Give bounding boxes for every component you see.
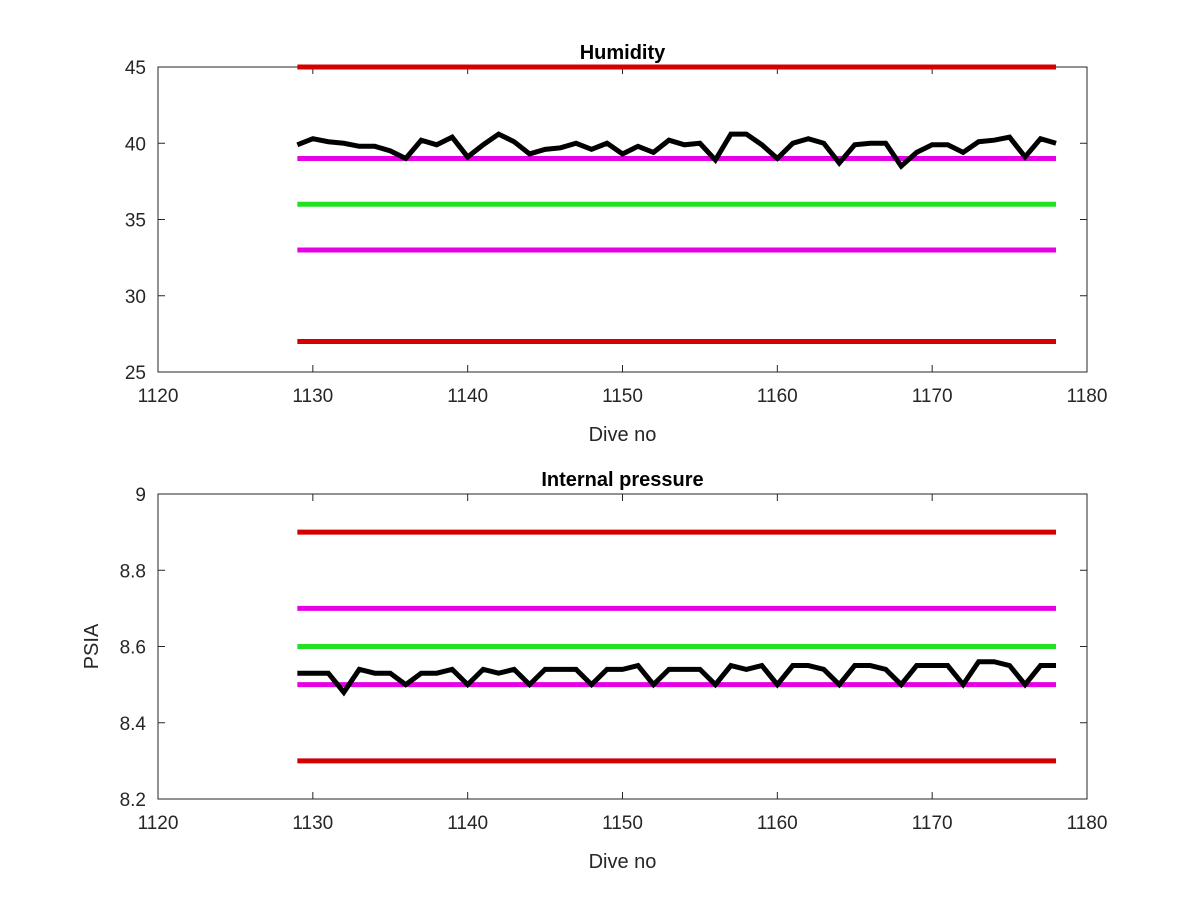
internal-pressure-axes: 1120 1130 1140 1150 1160 1170 1180 8.2 8.4 8.6 8.8… (81, 469, 1107, 873)
x-axis-label: Dive no (589, 424, 657, 446)
x-tick-label: 1170 (912, 813, 953, 834)
x-axis-label: Dive no (589, 851, 657, 873)
y-tick-label: 40 (125, 134, 146, 155)
y-tick-label: 8.4 (120, 714, 147, 735)
x-tick-label: 1160 (757, 813, 798, 834)
y-tick-label: 25 (125, 363, 146, 384)
x-tick-label: 1180 (1067, 813, 1108, 834)
x-tick-label: 1120 (138, 813, 179, 834)
x-tick-label: 1130 (292, 813, 333, 834)
x-tick-label: 1130 (292, 386, 333, 407)
x-tick-label: 1150 (602, 386, 643, 407)
x-tick-label: 1140 (447, 386, 488, 407)
x-tick-label: 1180 (1067, 386, 1108, 407)
data-series-line (296, 131, 1057, 170)
plot-area (157, 66, 1088, 373)
y-tick-label: 30 (125, 287, 146, 308)
y-tick-label: 35 (125, 211, 146, 232)
y-tick-label: 8.8 (120, 561, 146, 582)
y-tick-label: 8.2 (120, 790, 146, 811)
chart-title: Humidity (580, 42, 666, 64)
y-tick-label: 45 (125, 58, 146, 79)
y-tick-label: 8.6 (120, 638, 146, 659)
x-tick-label: 1150 (602, 813, 643, 834)
x-tick-label: 1120 (138, 386, 179, 407)
x-tick-label: 1170 (912, 386, 953, 407)
y-tick-label: 9 (135, 485, 146, 506)
chart-title: Internal pressure (541, 469, 703, 491)
y-axis-label: PSIA (81, 623, 103, 669)
humidity-axes: 1120 1130 1140 1150 1160 1170 1180 25 30 35 40 45 Hu… (125, 42, 1108, 446)
x-tick-label: 1140 (447, 813, 488, 834)
data-series-line (297, 659, 1057, 697)
x-tick-label: 1160 (757, 386, 798, 407)
